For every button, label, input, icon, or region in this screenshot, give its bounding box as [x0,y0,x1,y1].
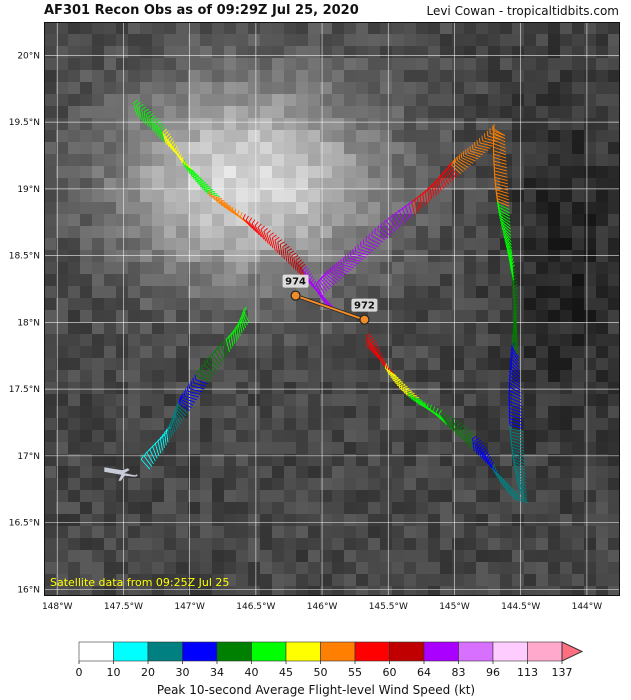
colorbar-bin [285,641,321,662]
lon-tick-label: 145°W [439,602,470,612]
lat-tick-label: 16°N [17,585,40,595]
lat-tick-label: 20°N [17,51,40,61]
lon-tick-label: 146.5°W [236,602,275,612]
pressure-fix-marker [290,290,301,301]
lon-tick-label: 144°W [572,602,603,612]
pressure-fix-marker [359,314,370,325]
center-fix-line: 974 972 [282,274,378,325]
colorbar-tick-label: 0 [76,666,83,679]
flight-track [133,99,528,503]
lat-tick-label: 17°N [17,452,40,462]
colorbar-bin [113,641,149,662]
track-leg [140,306,250,470]
graticule [44,22,620,596]
colorbar-bin [320,641,356,662]
colorbar-bin [147,641,183,662]
track-leg [492,123,528,503]
colorbar-tick-label: 83 [452,666,466,679]
track-leg [365,333,528,503]
colorbar-tick-label: 96 [486,666,500,679]
colorbar-tick-label: 137 [552,666,573,679]
colorbar-tick-label: 50 [314,666,328,679]
wind-speed-colorbar: 0 10 20 30 34 40 45 50 55 60 64 83 96 113 137 Peak 10-… [76,641,584,697]
lon-tick-label: 148°W [42,602,73,612]
recon-map: 974 972 Satellite data from 09:25Z Jul 25 [44,22,620,596]
colorbar-tick-labels: 0 10 20 30 34 40 45 50 55 60 64 83 96 113 137 [76,661,573,679]
satellite-imagery [44,22,620,596]
pressure-label-box [351,298,378,312]
lon-tick-label: 145.5°W [369,602,408,612]
colorbar-tick-label: 30 [176,666,190,679]
lon-tick-label: 146°W [307,602,338,612]
satellite-note: Satellite data from 09:25Z Jul 25 [50,576,229,589]
lat-tick-label: 18°N [17,318,40,328]
lat-tick-label: 19°N [17,185,40,195]
lat-tick-label: 19.5°N [9,118,40,128]
colorbar-extend-arrow [561,641,584,662]
colorbar-bin [458,641,494,662]
colorbar-bin [389,641,425,662]
colorbar-tick-label: 113 [517,666,538,679]
lon-tick-label: 147.5°W [104,602,143,612]
colorbar-tick-label: 20 [141,666,155,679]
lon-tick-label: 147°W [174,602,205,612]
pressure-label-box [282,274,309,288]
colorbar-bin [182,641,218,662]
colorbar-title: Peak 10-second Average Flight-level Wind… [157,683,475,697]
colorbar-tick-label: 60 [383,666,397,679]
lon-tick-label: 144.5°W [501,602,540,612]
colorbar-bin [492,641,528,662]
colorbar-tick-label: 34 [210,666,224,679]
colorbar-tick-label: 40 [245,666,259,679]
colorbar-bin [78,641,114,662]
colorbar-bin [354,641,390,662]
colorbar-bin [251,641,287,662]
colorbar-bin [527,641,563,662]
colorbar-bin [216,641,252,662]
map-frame [44,22,620,596]
pressure-label: 974 [285,277,306,288]
colorbar-tick-label: 64 [417,666,431,679]
map-title: AF301 Recon Obs as of 09:29Z Jul 25, 202… [44,3,359,18]
longitude-ticks: 148°W 147.5°W 147°W 146.5°W 146°W 145.5°W 145°… [42,602,602,612]
pressure-label: 972 [354,301,375,312]
colorbar-tick-label: 55 [348,666,362,679]
lat-tick-label: 18.5°N [9,252,40,262]
credit-text: Levi Cowan - tropicaltidbits.com [426,4,619,18]
colorbar-tick-label: 10 [107,666,121,679]
aircraft-icon [103,466,139,482]
colorbar-bins [78,641,563,662]
latitude-ticks: 16°N 16.5°N 17°N 17.5°N 18°N 18.5°N 19°N 19.5°N… [9,51,40,595]
lat-tick-label: 16.5°N [9,519,40,529]
colorbar-bin [423,641,459,662]
lat-tick-label: 17.5°N [9,385,40,395]
colorbar-tick-label: 45 [279,666,293,679]
track-leg [315,125,505,296]
